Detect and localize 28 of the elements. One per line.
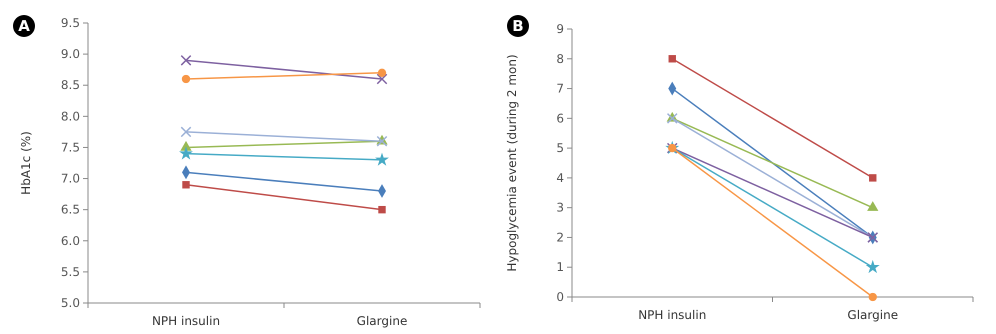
y-axis-title: HbA1c (%) [19,131,33,195]
y-tick-label: 6.0 [60,234,80,248]
y-tick-label: 9.5 [60,16,80,30]
y-tick-label: 8.0 [60,109,80,124]
y-tick-label: 5 [556,141,564,156]
y-tick-label: 7 [556,82,564,96]
y-tick-label: 6.5 [60,202,80,217]
x-tick-label: Glargine [356,314,408,328]
text: B [512,17,524,35]
x-tick-label: NPH insulin [638,308,706,322]
y-axis-title: Hypoglycemia event (during 2 mon) [505,54,519,272]
y-tick-label: 7.0 [60,172,80,186]
x-tick-label: Glargine [847,308,898,322]
y-tick-label: 2 [556,230,564,244]
y-tick-label: 8.5 [60,78,80,92]
y-tick-label: 6 [556,111,564,126]
y-tick-label: 8 [556,52,564,66]
y-tick-label: 7.5 [60,140,80,154]
y-tick-label: 1 [556,260,564,274]
y-tick-label: 4 [556,170,564,185]
text: A [18,17,30,35]
y-tick-label: 5.5 [60,264,80,279]
y-tick-label: 9 [556,22,564,36]
y-tick-label: 3 [556,200,564,215]
x-tick-label: NPH insulin [152,314,220,328]
y-tick-label: 0 [556,290,564,304]
y-tick-label: 5.0 [60,296,80,310]
y-tick-label: 9.0 [60,47,80,62]
